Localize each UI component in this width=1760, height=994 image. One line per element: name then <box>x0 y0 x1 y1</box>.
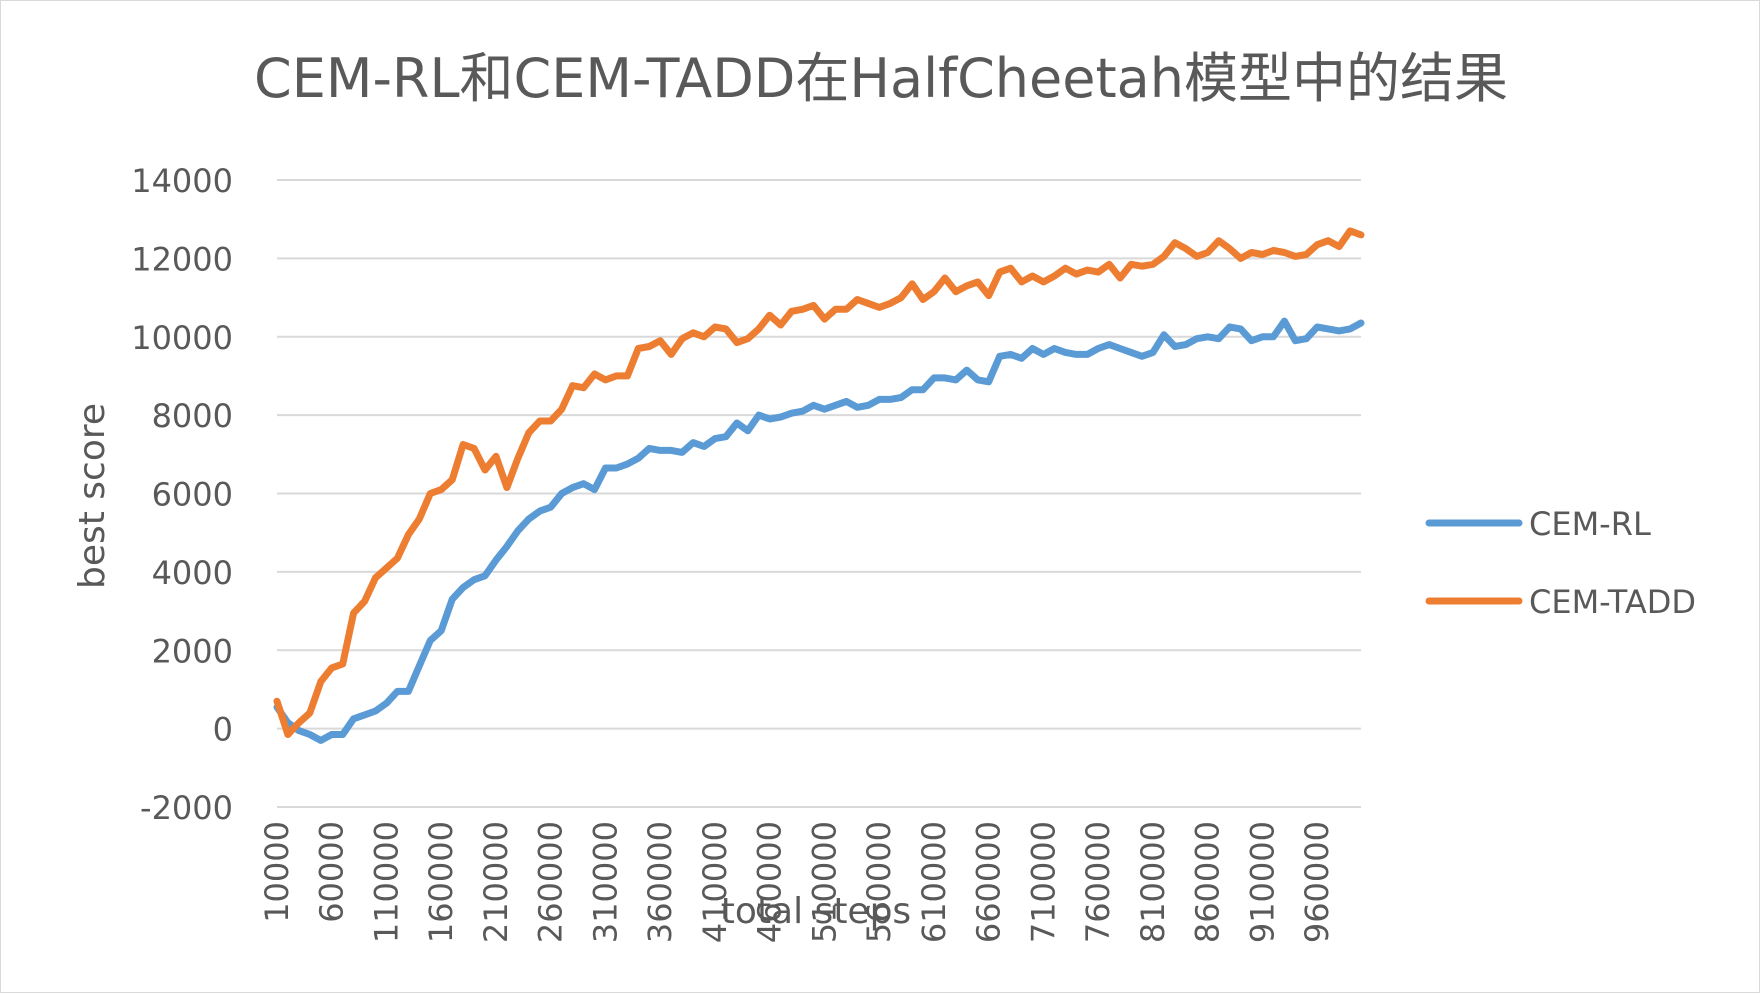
legend: CEM-RL CEM-TADD <box>1425 505 1696 621</box>
x-tick-label: 110000 <box>367 821 405 943</box>
y-tick-label: -2000 <box>140 789 233 827</box>
y-axis-label: best score <box>72 403 113 589</box>
x-tick-label: 60000 <box>313 821 351 923</box>
y-axis-tick-labels: -2000 0 2000 4000 6000 8000 10000 12000 14000 <box>131 162 233 827</box>
y-tick-label: 10000 <box>131 319 233 357</box>
x-axis-tick-labels: 10000 60000 110000 160000 210000 260000 310000… <box>258 821 1336 943</box>
x-tick-label: 460000 <box>751 821 789 943</box>
series-line-cem-rl <box>273 317 1365 744</box>
x-tick-label: 810000 <box>1134 821 1172 943</box>
x-tick-label: 760000 <box>1079 821 1117 943</box>
x-tick-label: 710000 <box>1024 821 1062 943</box>
series-line-cem-tadd <box>273 227 1365 738</box>
legend-label-cem-tadd: CEM-TADD <box>1529 583 1696 621</box>
gridlines <box>277 179 1361 808</box>
legend-label-cem-rl: CEM-RL <box>1529 505 1651 543</box>
x-tick-label: 960000 <box>1298 821 1336 943</box>
y-tick-label: 12000 <box>131 240 233 278</box>
y-tick-label: 4000 <box>152 554 233 592</box>
chart-title: CEM-RL和CEM-TADD在HalfCheetah模型中的结果 <box>254 47 1508 110</box>
x-tick-label: 910000 <box>1243 821 1281 943</box>
x-tick-label: 10000 <box>258 821 296 923</box>
x-tick-label: 160000 <box>422 821 460 943</box>
y-tick-label: 6000 <box>152 476 233 514</box>
x-tick-label: 660000 <box>970 821 1008 943</box>
x-tick-label: 360000 <box>641 821 679 943</box>
x-tick-label: 260000 <box>532 821 570 943</box>
x-axis-label: total steps <box>721 891 911 932</box>
y-tick-label: 14000 <box>131 162 233 200</box>
x-tick-label: 210000 <box>477 821 515 943</box>
x-tick-label: 560000 <box>860 821 898 943</box>
y-tick-label: 8000 <box>152 397 233 435</box>
x-tick-label: 310000 <box>586 821 624 943</box>
x-tick-label: 510000 <box>805 821 843 943</box>
y-tick-label: 2000 <box>152 632 233 670</box>
x-tick-label: 610000 <box>915 821 953 943</box>
series-lines <box>273 227 1365 744</box>
x-tick-label: 410000 <box>696 821 734 943</box>
x-tick-label: 860000 <box>1189 821 1227 943</box>
y-tick-label: 0 <box>213 711 233 749</box>
